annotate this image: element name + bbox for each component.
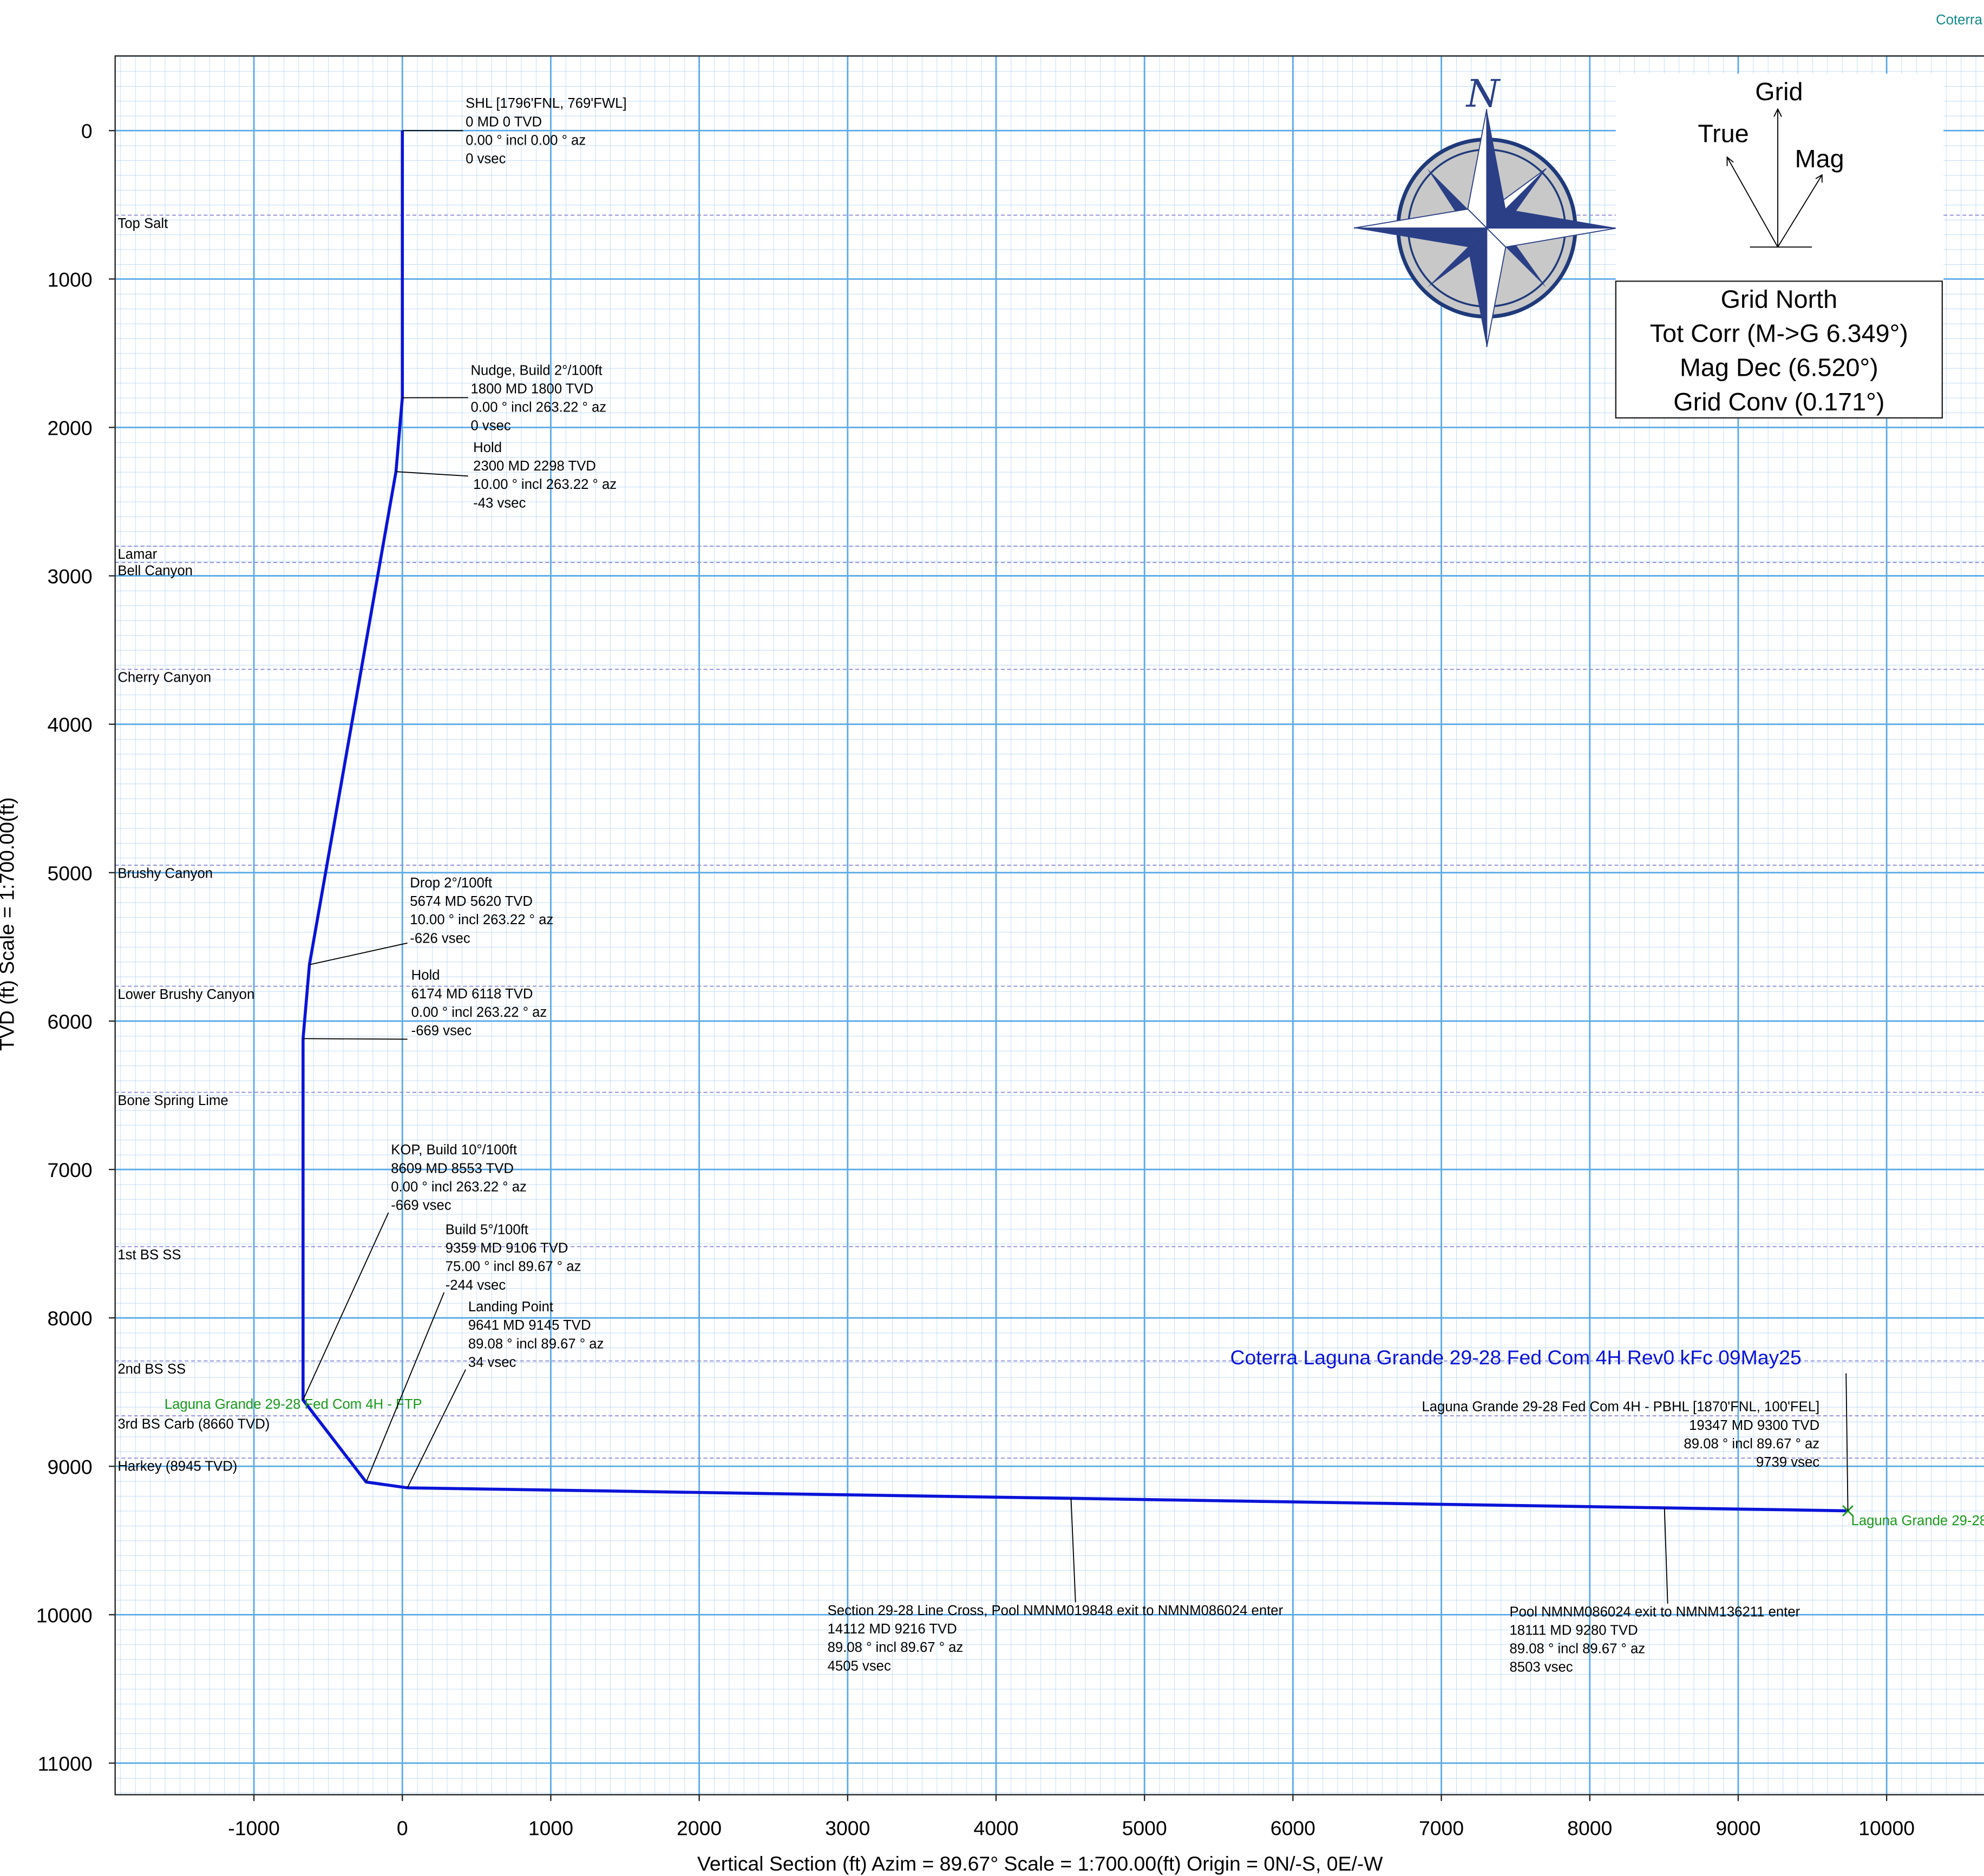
- mag-label: Mag: [1795, 145, 1844, 173]
- annotation-text: 4505 vsec: [828, 1658, 891, 1674]
- target-label: Laguna Grande 29-28 Fed Com 4H - FTP: [165, 1397, 422, 1412]
- x-tick-label: -1000: [228, 1817, 280, 1840]
- header: Coterra: [1936, 12, 1982, 28]
- formation-label: Top Salt: [117, 216, 168, 231]
- y-tick-label: 5000: [47, 862, 92, 885]
- annotation-text: -669 vsec: [391, 1198, 451, 1213]
- annotation-text: 0 MD 0 TVD: [466, 114, 542, 129]
- formation-label: Brushy Canyon: [117, 866, 213, 881]
- annotation-text: SHL [1796'FNL, 769'FWL]: [466, 96, 626, 111]
- x-axis-title: Vertical Section (ft) Azim = 89.67° Scal…: [697, 1852, 1383, 1875]
- x-tick-label: 0: [397, 1817, 408, 1840]
- north-info-line: Grid North: [1721, 285, 1838, 313]
- x-tick-label: 4000: [973, 1817, 1018, 1840]
- x-tick-label: 3000: [825, 1817, 870, 1840]
- annotation-text: 89.08 ° incl 89.67 ° az: [1684, 1436, 1820, 1452]
- annotation-text: 0 vsec: [471, 419, 511, 434]
- compass-north: N: [1465, 71, 1501, 116]
- annotation-text: 18111 MD 9280 TVD: [1509, 1623, 1638, 1638]
- y-tick-label: 8000: [47, 1307, 92, 1330]
- x-tick-label: 1000: [528, 1817, 573, 1840]
- leader-line: [303, 1038, 408, 1039]
- formation-label: Bone Spring Lime: [117, 1093, 228, 1108]
- annotation-text: Build 5°/100ft: [446, 1222, 528, 1237]
- y-tick-label: 10000: [36, 1604, 93, 1626]
- annotation-text: 10.00 ° incl 263.22 ° az: [410, 912, 553, 927]
- y-tick-label: 9000: [47, 1455, 92, 1478]
- annotation-text: Section 29-28 Line Cross, Pool NMNM01984…: [828, 1603, 1284, 1618]
- y-tick-label: 6000: [47, 1010, 92, 1033]
- annotation-text: 9359 MD 9106 TVD: [446, 1241, 568, 1256]
- annotation-text: 75.00 ° incl 89.67 ° az: [446, 1259, 581, 1274]
- target-label: Laguna Grande 29-28 Fed Com 4H - PBHL: [1851, 1513, 1984, 1528]
- annotation-text: 0 vsec: [466, 152, 506, 167]
- x-tick-label: 2000: [677, 1817, 722, 1840]
- north-info-line: Mag Dec (6.520°): [1680, 354, 1878, 382]
- north-info-line: Grid Conv (0.171°): [1673, 388, 1884, 416]
- formation-label: 2nd BS SS: [117, 1362, 186, 1377]
- y-tick-label: 3000: [47, 565, 92, 588]
- annotation-text: 6174 MD 6118 TVD: [411, 986, 533, 1002]
- formation-label: Lamar: [117, 547, 157, 562]
- x-tick-label: 6000: [1271, 1817, 1315, 1840]
- formation-label: Harkey (8945 TVD): [117, 1459, 237, 1474]
- annotation-text: 8503 vsec: [1509, 1660, 1573, 1675]
- annotation-text: 0.00 ° incl 0.00 ° az: [466, 133, 586, 148]
- y-tick-label: 2000: [47, 416, 92, 439]
- annotation-text: KOP, Build 10°/100ft: [391, 1142, 517, 1158]
- annotation-text: 8609 MD 8553 TVD: [391, 1161, 514, 1176]
- x-tick-label: 10000: [1858, 1817, 1915, 1840]
- y-tick-label: 4000: [47, 714, 92, 736]
- annotation-text: 0.00 ° incl 263.22 ° az: [411, 1005, 547, 1020]
- annotation-text: Landing Point: [468, 1299, 553, 1315]
- annotation-text: Laguna Grande 29-28 Fed Com 4H - PBHL [1…: [1422, 1400, 1819, 1415]
- x-tick-label: 8000: [1567, 1817, 1612, 1840]
- chart: Top Salt LamarBell Canyon Cherry Canyon Bru…: [0, 0, 1984, 1876]
- annotation-text: 14112 MD 9216 TVD: [828, 1622, 957, 1637]
- annotation-text: 5674 MD 5620 TVD: [410, 894, 533, 909]
- x-tick-label: 7000: [1419, 1817, 1464, 1840]
- formation-label: Lower Brushy Canyon: [117, 987, 254, 1002]
- y-axis-title: TVD (ft) Scale = 1:700.00(ft): [0, 798, 18, 1051]
- x-tick-label: 9000: [1715, 1817, 1760, 1840]
- annotation-text: 9641 MD 9145 TVD: [468, 1318, 591, 1333]
- formation-label: Cherry Canyon: [117, 670, 211, 685]
- annotation-text: -669 vsec: [411, 1023, 472, 1038]
- formation-label: Bell Canyon: [117, 563, 193, 578]
- page: {"chart_data": { "type": "line", "header…: [0, 0, 1984, 1876]
- y-tick-label: 11000: [37, 1753, 92, 1775]
- y-tick-label: 0: [81, 120, 93, 142]
- annotation-text: 1800 MD 1800 TVD: [471, 381, 594, 396]
- annotation-text: 2300 MD 2298 TVD: [473, 459, 596, 474]
- y-tick-label: 7000: [47, 1159, 92, 1181]
- annotation-text: -626 vsec: [410, 931, 470, 946]
- true-label: True: [1698, 119, 1749, 147]
- annotation-text: 10.00 ° incl 263.22 ° az: [473, 477, 617, 492]
- annotation-text: 9739 vsec: [1756, 1455, 1819, 1470]
- annotation-text: 34 vsec: [468, 1355, 516, 1370]
- annotation-text: Pool NMNM086024 exit to NMNM136211 enter: [1509, 1604, 1800, 1619]
- formation-label: 1st BS SS: [117, 1247, 181, 1263]
- formation-label: 3rd BS Carb (8660 TVD): [117, 1416, 270, 1431]
- annotation-text: Hold: [411, 968, 440, 983]
- annotation-text: -43 vsec: [473, 495, 526, 511]
- annotation-text: 19347 MD 9300 TVD: [1689, 1418, 1819, 1433]
- annotation-text: -244 vsec: [446, 1278, 506, 1293]
- annotation-text: 89.08 ° incl 89.67 ° az: [468, 1336, 604, 1351]
- x-tick-label: 5000: [1122, 1817, 1167, 1840]
- annotation-text: 89.08 ° incl 89.67 ° az: [828, 1640, 964, 1655]
- annotation-text: Nudge, Build 2°/100ft: [471, 363, 603, 378]
- annotation-text: 0.00 ° incl 263.22 ° az: [471, 400, 607, 415]
- grid-label: Grid: [1755, 77, 1803, 106]
- series-title: Coterra Laguna Grande 29-28 Fed Com 4H R…: [1230, 1346, 1801, 1369]
- annotation-text: 0.00 ° incl 263.22 ° az: [391, 1179, 527, 1194]
- north-info-line: Tot Corr (M->G 6.349°): [1650, 319, 1908, 348]
- annotation-text: Hold: [473, 440, 502, 455]
- y-tick-label: 1000: [47, 268, 92, 291]
- annotation-text: Drop 2°/100ft: [410, 875, 492, 891]
- annotation-text: 89.08 ° incl 89.67 ° az: [1509, 1642, 1645, 1657]
